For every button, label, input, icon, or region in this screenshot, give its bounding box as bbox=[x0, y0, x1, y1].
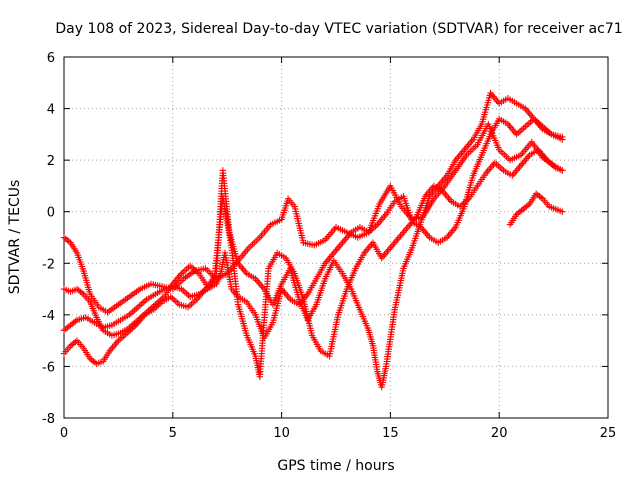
data-marks bbox=[60, 89, 566, 391]
y-tick-label: 6 bbox=[47, 51, 55, 66]
x-tick-label: 20 bbox=[491, 426, 508, 441]
data-point bbox=[559, 167, 566, 174]
y-tick-label: -4 bbox=[42, 309, 55, 324]
y-tick-label: 2 bbox=[47, 154, 55, 169]
x-axis-label: GPS time / hours bbox=[277, 458, 394, 474]
y-tick-label: 4 bbox=[47, 103, 55, 118]
y-tick-label: 0 bbox=[47, 206, 55, 221]
y-axis-label: SDTVAR / TECUs bbox=[7, 180, 23, 295]
chart-title: Day 108 of 2023, Sidereal Day-to-day VTE… bbox=[55, 21, 622, 37]
y-tick-label: -2 bbox=[42, 257, 55, 272]
data-point bbox=[559, 208, 566, 215]
x-tick-label: 15 bbox=[382, 426, 399, 441]
axis-ticks: 0 5 10 15 20 25 -8 -6 -4 -2 0 2 4 6 bbox=[42, 51, 616, 441]
y-tick-label: -6 bbox=[42, 360, 55, 375]
y-tick-label: -8 bbox=[42, 412, 55, 427]
x-tick-label: 0 bbox=[60, 426, 68, 441]
x-tick-label: 10 bbox=[273, 426, 290, 441]
x-tick-label: 25 bbox=[600, 426, 617, 441]
data-point bbox=[559, 133, 566, 141]
x-tick-label: 5 bbox=[169, 426, 177, 441]
